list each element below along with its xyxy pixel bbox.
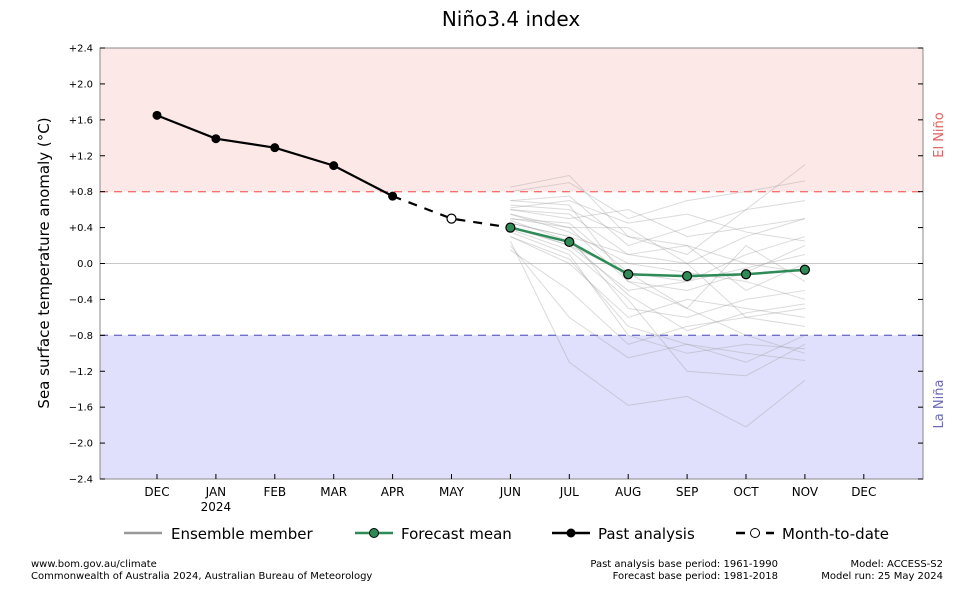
past-analysis-point — [211, 134, 221, 144]
ensemble-member-line — [510, 219, 805, 332]
legend-past-marker — [566, 528, 576, 538]
footer-past-base: Past analysis base period: 1961-1990 — [590, 559, 778, 570]
ensemble-member-line — [510, 213, 805, 327]
y-axis-label: Sea surface temperature anomaly (°C) — [35, 117, 53, 408]
footer-model: Model: ACCESS-S2 — [850, 559, 943, 570]
ensemble-member-line — [510, 209, 805, 238]
ensemble-member-line — [510, 249, 805, 345]
ensemble-member-line — [510, 222, 805, 318]
x-tick-label: FEB — [263, 485, 286, 499]
forecast-mean-point — [505, 222, 516, 233]
legend-forecast-marker — [369, 528, 379, 538]
legend-mtd-marker — [750, 528, 760, 538]
y-tick-label: +2.0 — [69, 79, 93, 90]
el-nino-region — [100, 48, 923, 192]
x-tick-label: MAY — [439, 485, 465, 499]
forecast-mean-point — [799, 264, 811, 275]
ensemble-member-line — [510, 225, 806, 282]
ensemble-member-line — [510, 180, 805, 220]
y-tick-label: −1.2 — [69, 367, 93, 378]
x-tick-label: SEP — [676, 485, 698, 499]
y-tick-label: +0.8 — [69, 187, 93, 198]
month-to-date-line — [392, 195, 511, 229]
legend-mtd-label: Month-to-date — [782, 525, 889, 543]
y-tick-label: −2.0 — [69, 439, 93, 450]
x-year-label: 2024 — [201, 500, 232, 514]
chart-title: Niño3.4 index — [442, 7, 580, 31]
forecast-mean-point — [681, 270, 693, 282]
ensemble-member-line — [510, 209, 806, 265]
y-tick-label: −0.8 — [69, 331, 93, 342]
x-tick-label: APR — [381, 485, 405, 499]
legend: Ensemble member Forecast mean Past analy… — [124, 525, 889, 543]
la-nina-region — [100, 335, 923, 479]
x-tick-label: AUG — [615, 485, 641, 499]
footer-copyright: Commonwealth of Australia 2024, Australi… — [31, 571, 372, 582]
x-tick-label: JUL — [559, 485, 579, 499]
y-tick-label: +1.2 — [69, 151, 93, 162]
y-tick-label: −1.6 — [69, 403, 93, 414]
ensemble-member-line — [510, 245, 805, 361]
la-nina-label: La Niña — [932, 380, 947, 429]
past-analysis-point — [270, 143, 280, 153]
y-tick-label: +2.4 — [69, 44, 93, 55]
ensemble-member-line — [510, 231, 805, 354]
forecast-mean-point — [623, 269, 634, 280]
y-tick-label: +0.4 — [69, 223, 93, 234]
ensemble-member-line — [510, 164, 806, 256]
y-tick-label: +1.6 — [69, 115, 93, 126]
ensemble-member-line — [510, 236, 805, 318]
footer-forecast-base: Forecast base period: 1981-2018 — [613, 571, 778, 582]
footer-url: www.bom.gov.au/climate — [31, 559, 157, 570]
x-tick-label: MAR — [320, 485, 347, 499]
ensemble-member-line — [509, 240, 806, 428]
ensemble-member-line — [510, 227, 806, 291]
past-analysis-point — [329, 161, 339, 171]
past-analysis-point — [388, 191, 398, 201]
ensemble-member-line — [510, 218, 806, 291]
forecast-mean-point — [740, 269, 752, 280]
x-tick-label: JAN — [205, 485, 227, 499]
y-tick-label: −0.4 — [69, 295, 93, 306]
ensemble-member-line — [510, 228, 806, 377]
legend-past-label: Past analysis — [598, 525, 695, 543]
ensemble-member-line — [510, 222, 806, 292]
el-nino-label: El Niño — [932, 112, 947, 158]
ensemble-member-line — [510, 195, 805, 247]
ensemble-member-line — [510, 200, 805, 242]
month-to-date-point — [446, 213, 457, 224]
past-analysis-point — [152, 110, 162, 120]
ensemble-member-line — [510, 218, 806, 354]
footer-model-run: Model run: 25 May 2024 — [821, 571, 943, 582]
forecast-mean-point — [564, 236, 575, 248]
plot-area: +2.4 +2.0 +1.6 +1.2 +0.8 +0.4 0.0 −0.4 −0.8 −1.2 −… — [69, 44, 924, 514]
y-tick-label: 0.0 — [77, 259, 93, 270]
ensemble-member-line — [510, 213, 806, 300]
y-tick-label: −2.4 — [69, 475, 93, 486]
ensemble-member-line — [510, 200, 806, 310]
x-tick-label: NOV — [792, 485, 819, 499]
ensemble-member-line — [510, 204, 805, 273]
forecast-mean-line — [510, 226, 805, 278]
legend-forecast-label: Forecast mean — [401, 525, 512, 543]
x-tick-label: OCT — [733, 485, 759, 499]
x-tick-label: JUN — [499, 485, 521, 499]
x-tick-label: DEC — [144, 485, 169, 499]
legend-ensemble-label: Ensemble member — [171, 525, 314, 543]
x-tick-label: DEC — [851, 485, 876, 499]
ensemble-member-line — [510, 236, 806, 363]
